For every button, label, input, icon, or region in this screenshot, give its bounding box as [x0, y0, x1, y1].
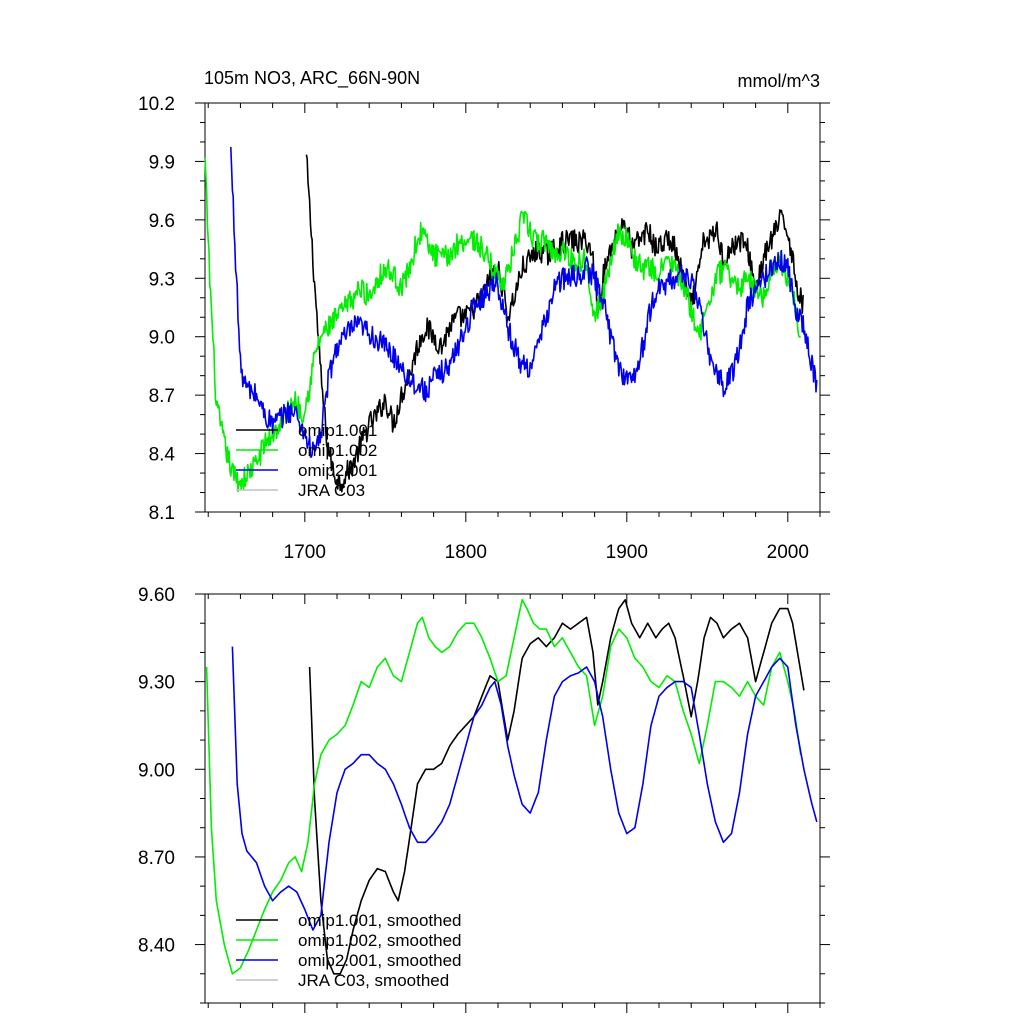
top-y-tick-label: 9.3: [149, 269, 175, 290]
bottom-panel: 8.40 8.70 9.00 9.30 9.60 omip1.001, smoothed…: [138, 585, 830, 1013]
bottom-series-omip1-001-smoothed: [308, 598, 805, 975]
top-legend-label: omip1.001: [298, 421, 377, 440]
bottom-legend-label: omip2.001, smoothed: [298, 951, 462, 970]
bottom-series-group: [205, 598, 818, 975]
top-chart-title: 105m NO3, ARC_66N-90N: [204, 68, 420, 89]
top-y-tick-label: 9.6: [149, 211, 175, 232]
top-series-omip1-002: [204, 157, 802, 493]
bottom-series-omip2-001-smoothed: [231, 646, 818, 931]
top-y-tick-label: 9.9: [149, 152, 175, 173]
top-legend-label: omip1.002: [298, 441, 377, 460]
top-x-tick-label: 2000: [767, 542, 809, 563]
top-y-tick-label: 8.4: [149, 445, 176, 466]
top-panel: 105m NO3, ARC_66N-90N mmol/m^3 1700 1800 1…: [138, 68, 830, 563]
bottom-legend-label: JRA C03, smoothed: [298, 971, 449, 990]
top-legend-label: JRA C03: [298, 481, 365, 500]
bottom-legend-label: omip1.001, smoothed: [298, 911, 462, 930]
bottom-series-omip1-002-smoothed: [205, 598, 802, 975]
top-series-omip1-001: [305, 154, 805, 493]
top-x-tick-label: 1900: [606, 542, 648, 563]
bottom-y-tick-label: 9.30: [138, 673, 175, 694]
top-x-tick-label: 1800: [445, 542, 487, 563]
bottom-y-tick-label: 9.00: [138, 760, 175, 781]
top-axis-ticks: 1700 1800 1900 2000 8.1 8.4 8.7 9.0 9.3 9.6 9.9 10.…: [138, 94, 830, 563]
top-y-tick-label: 10.2: [138, 94, 175, 115]
top-y-tick-label: 8.1: [149, 503, 175, 524]
bottom-y-tick-label: 8.70: [138, 848, 175, 869]
bottom-y-tick-label: 9.60: [138, 585, 175, 606]
top-chart-units: mmol/m^3: [738, 71, 820, 91]
top-legend-label: omip2.001: [298, 461, 377, 480]
bottom-legend-label: omip1.002, smoothed: [298, 931, 462, 950]
bottom-y-tick-label: 8.40: [138, 936, 175, 957]
top-series-group: [204, 146, 818, 493]
top-y-tick-label: 9.0: [149, 328, 175, 349]
top-series-omip2-001: [230, 146, 818, 458]
top-x-tick-label: 1700: [284, 542, 326, 563]
top-plot-frame: [204, 102, 821, 513]
top-y-tick-label: 8.7: [149, 386, 175, 407]
bottom-axis-ticks: 8.40 8.70 9.00 9.30 9.60: [138, 585, 830, 1013]
